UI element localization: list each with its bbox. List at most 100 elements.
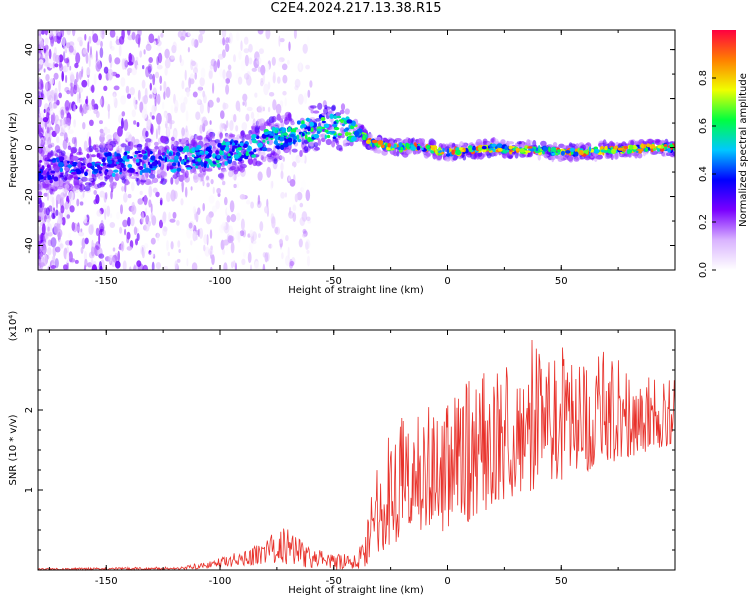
spectrogram-cell — [185, 125, 188, 133]
spectrogram-cell — [256, 112, 260, 118]
spectrogram-cell — [251, 67, 257, 72]
spectrogram-cell — [161, 152, 165, 156]
spectrogram-cell — [74, 136, 78, 148]
spectrogram-cell — [521, 142, 525, 150]
spectrogram-cell — [57, 30, 62, 37]
spectrogram-cell — [46, 235, 49, 247]
spectrogram-cell — [42, 202, 45, 208]
colorbar-label: Normalized spectral amplitude — [738, 73, 749, 227]
spectrogram-cell — [163, 80, 167, 93]
spectrogram-cell — [287, 137, 293, 143]
spectrogram-cell — [119, 226, 123, 234]
spectrogram-cell — [208, 68, 213, 79]
spectrogram-cell — [54, 123, 60, 134]
spectrogram-cell — [210, 179, 214, 185]
spectrogram-cell — [262, 263, 266, 270]
spectrogram-cell — [371, 139, 378, 144]
spectrogram-cell — [67, 145, 72, 151]
spectrogram-cell — [133, 120, 137, 125]
spectrogram-cell — [194, 147, 200, 151]
spectrogram-cell — [91, 264, 98, 270]
spectrogram-cell — [198, 33, 204, 44]
spectrogram-cell — [400, 146, 404, 151]
spectrogram-cell — [280, 162, 284, 172]
spectrogram-cell — [99, 142, 106, 149]
spectrogram-cell — [81, 237, 86, 250]
spectrogram-cell — [91, 174, 95, 178]
page-title: C2E4.2024.217.13.38.R15 — [270, 1, 442, 16]
spectrogram-cell — [548, 146, 551, 153]
spectrogram-cell — [230, 242, 235, 254]
spectrogram-cell — [166, 240, 169, 251]
spectrogram-cell — [91, 84, 95, 94]
spectrogram-cell — [147, 149, 151, 155]
spectrogram-cell — [630, 140, 635, 146]
spectrogram-cell — [353, 130, 360, 137]
spectrogram-cell — [244, 100, 247, 107]
spectrogram-cell — [193, 175, 198, 180]
spectrogram-cell — [148, 251, 155, 258]
spectrogram-cell — [124, 180, 131, 185]
spectrogram-cell — [191, 140, 198, 148]
spectrogram-cell — [291, 148, 298, 153]
spectrogram-cell — [206, 163, 210, 169]
spectrogram-cell — [109, 40, 113, 49]
spectrogram-cell — [206, 234, 209, 246]
spectrogram-cell — [266, 166, 272, 178]
spectrogram-cell — [55, 194, 62, 205]
spectrogram-cell — [652, 148, 656, 151]
spectrogram-cell — [488, 148, 492, 151]
spectrogram-cell — [226, 205, 231, 215]
colorbar-tick-label: 0.0 — [698, 262, 709, 278]
spectrogram-cell — [85, 99, 88, 104]
spectrogram-cell — [133, 226, 138, 236]
spectrogram-cell — [275, 103, 282, 115]
spectrogram-cell — [444, 156, 449, 162]
spectrogram-cell — [247, 145, 251, 151]
spectrogram-cell — [79, 201, 84, 206]
spectrogram-cell — [199, 102, 204, 114]
spectrogram-cell — [143, 163, 147, 169]
spectrogram-cell — [162, 101, 165, 110]
spectrogram-cell — [84, 237, 89, 245]
spectrogram-cell — [186, 258, 189, 267]
colorbar-gradient — [712, 30, 736, 270]
spectrogram-cell — [163, 91, 166, 100]
spectrogram-cell — [210, 245, 213, 251]
spectrogram-cell — [208, 70, 213, 80]
spectrogram-cell — [120, 77, 126, 87]
spectrogram-cell — [621, 153, 626, 158]
spectrogram-cell — [628, 144, 634, 150]
spectrogram-cell — [636, 150, 639, 153]
colorbar-tick-label: 0.4 — [698, 166, 709, 182]
spectrogram-cell — [291, 151, 296, 162]
spectrogram-cell — [170, 169, 175, 172]
spectrogram-cell — [164, 178, 168, 183]
spectrogram-cell — [136, 143, 142, 151]
spectrogram-cell — [238, 107, 241, 113]
spectrogram-cell — [425, 144, 431, 150]
spectrogram-cell — [280, 121, 285, 128]
spectrogram-cell — [256, 106, 262, 113]
spectrogram-cell — [225, 78, 231, 84]
spectrogram-cell — [127, 155, 130, 160]
spectrogram-cell — [204, 150, 209, 155]
spectrogram-cell — [263, 83, 269, 96]
spectrogram-cell — [66, 90, 71, 95]
spectrogram-cell — [254, 92, 258, 98]
spectrogram-cell — [222, 102, 226, 111]
spectrogram-cell — [102, 162, 107, 166]
spectrogram-cell — [232, 145, 238, 149]
spectrogram-cell — [38, 91, 41, 98]
spectrogram-cell — [210, 266, 213, 270]
spectrogram-cell — [122, 155, 127, 161]
spectrogram-cell — [669, 144, 674, 148]
spectrogram-cell — [40, 30, 46, 35]
spectrogram-cell — [288, 210, 294, 219]
spectrogram-cell — [110, 46, 115, 51]
spectrogram-cell — [99, 30, 103, 38]
spectrogram-cell — [307, 136, 312, 143]
spectrogram-cell — [57, 214, 61, 224]
x-tick-label: 50 — [555, 276, 568, 287]
spectrogram-cell — [151, 261, 155, 270]
